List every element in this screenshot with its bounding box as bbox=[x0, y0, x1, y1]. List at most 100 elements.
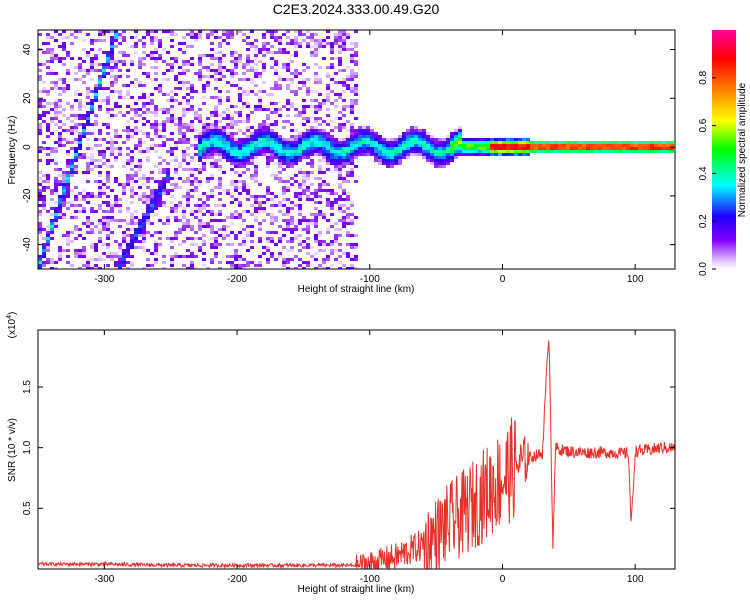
heatmap-cell bbox=[42, 255, 46, 258]
heatmap-cell bbox=[598, 141, 602, 144]
heatmap-cell bbox=[74, 210, 78, 213]
heatmap-cell bbox=[146, 135, 150, 138]
heatmap-cell bbox=[90, 267, 94, 269]
heatmap-cell bbox=[290, 141, 294, 144]
heatmap-cell bbox=[126, 162, 130, 165]
heatmap-cell bbox=[454, 150, 458, 153]
heatmap-cell bbox=[142, 216, 146, 219]
heatmap-cell bbox=[346, 234, 350, 237]
heatmap-cell bbox=[574, 144, 578, 147]
heatmap-cell bbox=[294, 54, 298, 57]
heatmap-cell bbox=[230, 156, 234, 159]
heatmap-cell bbox=[234, 210, 238, 213]
heatmap-cell bbox=[90, 258, 94, 261]
heatmap-cell bbox=[158, 186, 162, 189]
heatmap-cell bbox=[262, 36, 266, 39]
heatmap-cell bbox=[222, 66, 226, 69]
heatmap-cell bbox=[154, 36, 158, 39]
heatmap-cell bbox=[186, 63, 190, 66]
heatmap-cell bbox=[422, 147, 426, 150]
heatmap-cell bbox=[482, 141, 486, 144]
heatmap-cell bbox=[262, 195, 266, 198]
heatmap-cell bbox=[542, 141, 546, 144]
heatmap-cell bbox=[210, 174, 214, 177]
heatmap-cell bbox=[398, 159, 402, 162]
heatmap-cell bbox=[354, 147, 358, 150]
y-tick-label: 1.0 bbox=[22, 440, 33, 454]
heatmap-cell bbox=[130, 63, 134, 66]
heatmap-cell bbox=[490, 144, 494, 147]
colorbar-tick-label: 0.0 bbox=[698, 262, 709, 276]
heatmap-cell bbox=[286, 156, 290, 159]
heatmap-cell bbox=[330, 201, 334, 204]
heatmap-cell bbox=[614, 147, 618, 150]
heatmap-cell bbox=[274, 111, 278, 114]
heatmap-cell bbox=[170, 147, 174, 150]
heatmap-cell bbox=[242, 219, 246, 222]
heatmap-cell bbox=[390, 156, 394, 159]
heatmap-cell bbox=[406, 141, 410, 144]
heatmap-cell bbox=[58, 168, 62, 171]
heatmap-cell bbox=[198, 237, 202, 240]
heatmap-cell bbox=[210, 165, 214, 168]
heatmap-cell bbox=[350, 144, 354, 147]
heatmap-cell bbox=[66, 84, 70, 87]
heatmap-cell bbox=[330, 63, 334, 66]
heatmap-cell bbox=[298, 228, 302, 231]
heatmap-cell bbox=[270, 150, 274, 153]
heatmap-cell bbox=[186, 267, 190, 269]
heatmap-cell bbox=[294, 39, 298, 42]
heatmap-cell bbox=[122, 261, 126, 264]
heatmap-cell bbox=[510, 150, 514, 153]
heatmap-cell bbox=[150, 204, 154, 207]
heatmap-cell bbox=[218, 177, 222, 180]
heatmap-cell bbox=[354, 93, 358, 96]
heatmap-cell bbox=[186, 237, 190, 240]
heatmap-cell bbox=[498, 141, 502, 144]
heatmap-cell bbox=[214, 135, 218, 138]
heatmap-cell bbox=[74, 156, 78, 159]
heatmap-cell bbox=[50, 159, 54, 162]
heatmap-cell bbox=[230, 213, 234, 216]
heatmap-cell bbox=[230, 75, 234, 78]
heatmap-cell bbox=[298, 222, 302, 225]
heatmap-cell bbox=[134, 231, 138, 234]
heatmap-cell bbox=[302, 192, 306, 195]
heatmap-cell bbox=[190, 228, 194, 231]
heatmap-cell bbox=[122, 51, 126, 54]
heatmap-cell bbox=[190, 57, 194, 60]
heatmap-cell bbox=[62, 48, 66, 51]
heatmap-cell bbox=[230, 144, 234, 147]
heatmap-cell bbox=[158, 180, 162, 183]
heatmap-cell bbox=[78, 255, 82, 258]
heatmap-cell bbox=[110, 141, 114, 144]
heatmap-cell bbox=[146, 147, 150, 150]
heatmap-cell bbox=[154, 261, 158, 264]
heatmap-cell bbox=[138, 162, 142, 165]
heatmap-cell bbox=[402, 144, 406, 147]
heatmap-cell bbox=[314, 153, 318, 156]
heatmap-cell bbox=[646, 141, 650, 144]
heatmap-cell bbox=[350, 54, 354, 57]
heatmap-cell bbox=[210, 246, 214, 249]
heatmap-cell bbox=[258, 126, 262, 129]
heatmap-cell bbox=[442, 162, 446, 165]
heatmap-cell bbox=[250, 90, 254, 93]
heatmap-cell bbox=[234, 186, 238, 189]
heatmap-cell bbox=[350, 123, 354, 126]
heatmap-cell bbox=[146, 264, 150, 267]
heatmap-cell bbox=[262, 42, 266, 45]
heatmap-cell bbox=[114, 264, 118, 267]
heatmap-cell bbox=[182, 36, 186, 39]
heatmap-cell bbox=[242, 132, 246, 135]
heatmap-cell bbox=[286, 42, 290, 45]
heatmap-cell bbox=[202, 243, 206, 246]
heatmap-cell bbox=[282, 105, 286, 108]
heatmap-cell bbox=[102, 87, 106, 90]
heatmap-cell bbox=[182, 222, 186, 225]
heatmap-cell bbox=[194, 186, 198, 189]
heatmap-cell bbox=[294, 174, 298, 177]
heatmap-cell bbox=[90, 63, 94, 66]
heatmap-cell bbox=[390, 159, 394, 162]
heatmap-cell bbox=[150, 54, 154, 57]
